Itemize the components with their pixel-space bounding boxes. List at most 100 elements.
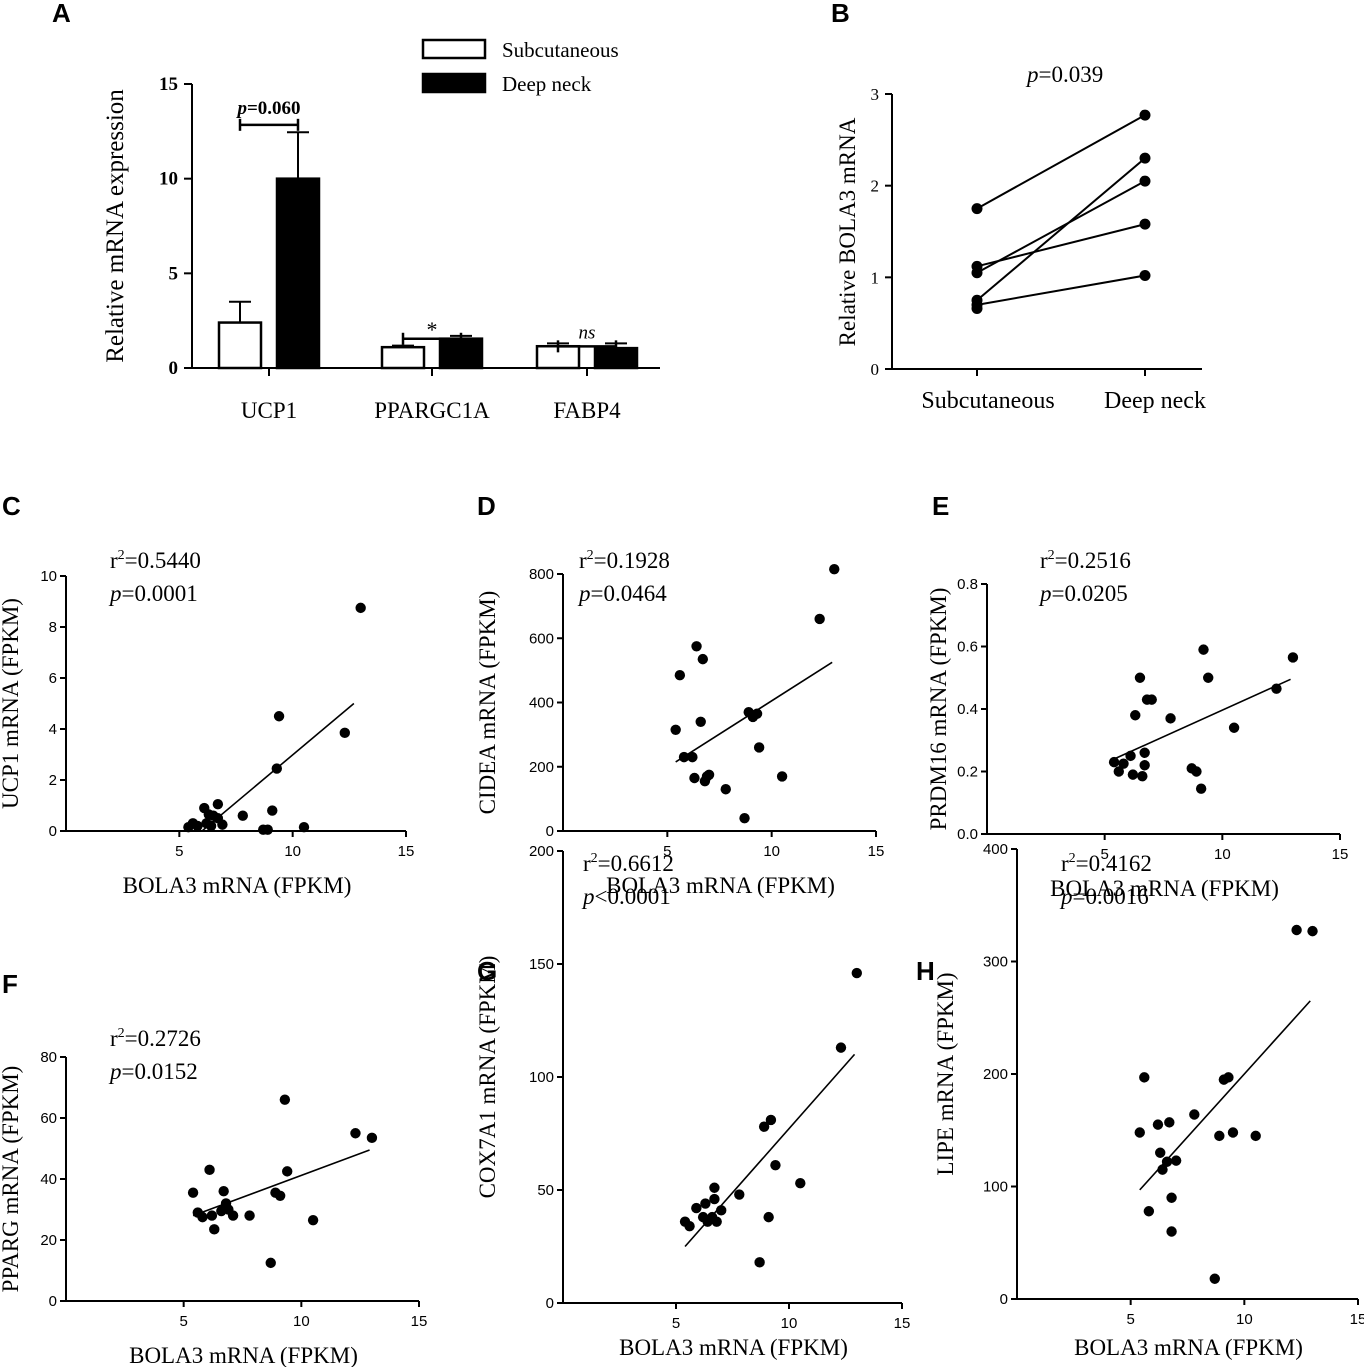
p-value-value: <0.0001	[595, 884, 671, 909]
data-point	[267, 805, 278, 816]
data-point	[197, 1211, 208, 1223]
panel-d-scatter: 0 200 400 600 800 5 10 15 CIDEA mRNA (FPKM) BOLA3…	[475, 548, 884, 898]
pair-line	[976, 274, 1146, 306]
x-tick-label: 15	[1332, 846, 1349, 863]
x-tick-label: 10	[284, 843, 301, 860]
y-tick-label: 300	[983, 954, 1008, 971]
data-point	[1152, 1119, 1164, 1130]
x-tick-label: FABP4	[553, 398, 621, 423]
r-squared-r: r	[110, 1026, 118, 1051]
data-point	[971, 203, 983, 215]
data-point	[282, 1166, 293, 1177]
r-squared-value: =0.2726	[125, 1026, 201, 1051]
data-point	[237, 810, 248, 821]
y-tick-label: 0	[546, 823, 554, 840]
p-value-label: p=0.0001	[108, 581, 198, 606]
data-point	[1143, 1206, 1155, 1217]
data-point	[1191, 766, 1202, 777]
data-point	[204, 1164, 215, 1176]
p-value-value: =0.0205	[1052, 581, 1128, 606]
data-point	[1134, 1127, 1145, 1138]
data-point	[1287, 652, 1299, 663]
data-point	[829, 563, 840, 575]
y-tick-label: 200	[529, 843, 554, 860]
y-axis-title: PRDM16 mRNA (FPKM)	[926, 588, 951, 831]
data-point	[703, 769, 715, 780]
data-point	[753, 742, 765, 753]
y-axis-title: Relative BOLA3 mRNA	[835, 117, 860, 346]
data-point	[709, 1193, 720, 1205]
data-point	[1146, 694, 1157, 705]
data-point	[298, 821, 310, 833]
r-squared-r: r	[110, 548, 118, 573]
y-tick-label: 400	[983, 841, 1008, 858]
significance-label: p=0.060	[235, 98, 300, 119]
data-point	[1214, 1130, 1225, 1142]
data-point	[851, 967, 862, 979]
data-point	[218, 1186, 229, 1197]
legend-swatch	[421, 38, 487, 60]
data-point	[355, 602, 366, 614]
data-point	[273, 711, 285, 722]
r-squared-label: r2=0.2726	[110, 1026, 201, 1051]
y-tick-label: 4	[49, 721, 57, 738]
data-point	[212, 799, 224, 810]
x-axis-title: BOLA3 mRNA (FPKM)	[1050, 876, 1279, 901]
panel-letter-f: F	[2, 969, 18, 999]
data-point	[754, 1257, 765, 1268]
x-axis-title: BOLA3 mRNA (FPKM)	[619, 1335, 848, 1360]
data-point	[274, 1190, 286, 1201]
data-point	[1271, 683, 1282, 694]
y-tick-label: 100	[529, 1069, 554, 1086]
r-squared-exp: 2	[1048, 548, 1055, 563]
panel-c-scatter: 0 2 4 6 8 10 5 10 15 UCP1 mRNA (FPKM) BOLA3 mRNA (…	[0, 548, 414, 898]
data-point	[691, 1202, 702, 1214]
r-squared-value: =0.5440	[125, 548, 201, 573]
data-point	[763, 1211, 774, 1223]
y-tick-label: 0	[1000, 1291, 1008, 1308]
data-point	[206, 1210, 218, 1221]
y-tick-label: 6	[49, 670, 57, 687]
y-tick-label: 50	[537, 1182, 554, 1199]
y-tick-label: 2	[871, 177, 880, 196]
stat-label: p=0.039	[1025, 62, 1103, 87]
y-axis-title: COX7A1 mRNA (FPKM)	[475, 956, 500, 1199]
data-point	[1307, 925, 1318, 937]
data-point	[691, 641, 702, 652]
legend-label: Deep neck	[502, 72, 592, 96]
y-axis-title: LIPE mRNA (FPKM)	[933, 972, 958, 1175]
data-point	[307, 1214, 319, 1226]
data-point	[1139, 747, 1150, 758]
y-tick-label: 0	[546, 1295, 554, 1312]
panel-letter-a: A	[52, 0, 71, 28]
p-value-value: =0.0016	[1073, 884, 1149, 909]
data-point	[697, 653, 709, 665]
data-point	[670, 724, 681, 736]
data-point	[244, 1210, 255, 1221]
data-point	[1166, 1192, 1177, 1203]
p-value-label: p=0.0016	[1059, 884, 1149, 909]
y-tick-label: 0	[49, 823, 57, 840]
x-tick-label: PPARGC1A	[374, 398, 490, 423]
pair-line	[976, 114, 1146, 210]
y-tick-label: 0	[49, 1293, 57, 1310]
p-value-value: =0.0464	[591, 581, 668, 606]
y-tick-label: 150	[529, 956, 554, 973]
data-point	[689, 772, 700, 784]
data-point	[1108, 756, 1120, 768]
data-point	[1127, 769, 1139, 780]
r-squared-r: r	[1061, 851, 1069, 876]
r-squared-exp: 2	[591, 851, 598, 866]
data-point	[279, 1094, 291, 1105]
data-point	[1130, 710, 1141, 721]
data-point	[350, 1128, 361, 1139]
r-squared-value: =0.4162	[1076, 851, 1152, 876]
y-tick-label: 0	[169, 358, 179, 379]
p-value-p: p	[108, 1059, 122, 1084]
p-value-p: p	[1059, 884, 1073, 909]
r-squared-exp: 2	[118, 1026, 125, 1041]
data-point	[1165, 713, 1176, 724]
y-tick-label: 0.4	[957, 701, 978, 718]
data-point	[1166, 1226, 1177, 1237]
data-point	[1157, 1164, 1168, 1175]
